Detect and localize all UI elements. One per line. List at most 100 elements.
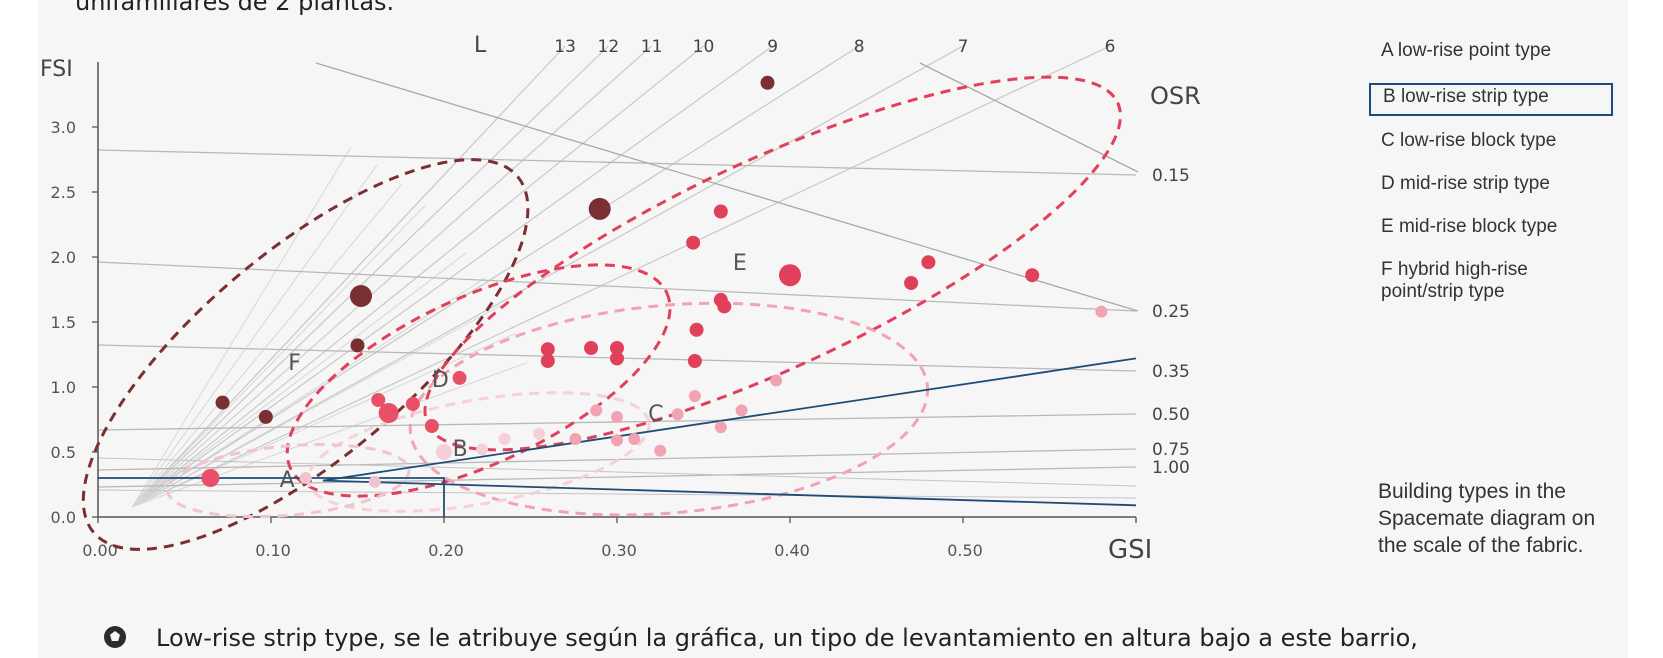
data-point-b [476, 443, 489, 456]
bottom-paragraph: Low-rise strip type, se le atribuye segú… [156, 624, 1418, 652]
l-ray-7 [132, 45, 964, 508]
data-point-e [1025, 268, 1040, 283]
cluster-outline-a [166, 443, 411, 519]
l-ray-8 [132, 45, 860, 508]
data-point-d [452, 370, 467, 385]
data-point-f [258, 409, 273, 424]
x-tick-label: 0.00 [82, 541, 118, 560]
cluster-outline-d [285, 263, 672, 498]
l-ray-minor [132, 252, 468, 507]
top-paragraph: unifamiliares de 2 plantas. [75, 0, 395, 16]
legend-label-a: A low-rise point type [1381, 40, 1552, 61]
data-point-e [904, 276, 919, 290]
y-tick-label: 3.0 [51, 118, 76, 137]
spacemate-chart: 0.0 0.5 1.0 1.5 2.0 2.5 3.0 0.00 0.10 0.20 0.30 0.4… [40, 33, 1201, 565]
data-point-e [540, 354, 555, 368]
osr-line-0.15 [98, 149, 1137, 176]
data-point-c [654, 444, 667, 457]
l-value-label: 8 [854, 37, 865, 57]
osr-value-label: 0.15 [1152, 166, 1190, 186]
x-tick-label: 0.40 [774, 541, 810, 560]
osr-diag-1 [315, 62, 1139, 312]
data-point-f [760, 75, 775, 90]
osr-diag-2 [919, 62, 1139, 173]
osr-value-label: 0.50 [1152, 405, 1190, 425]
x-tick-label: 0.10 [255, 541, 291, 560]
l-ray-13 [132, 45, 566, 508]
osr-value-label: 0.75 [1152, 440, 1190, 460]
l-ray-minor [132, 147, 352, 507]
osr-line-0.25 [98, 261, 1137, 312]
annotation-upper-line [322, 357, 1137, 482]
page-background [38, 0, 1628, 658]
y-tick-label: 2.5 [51, 183, 76, 202]
l-value-label: 13 [554, 37, 576, 57]
data-point-f [349, 285, 372, 307]
data-point-b [436, 444, 452, 460]
data-point-a [299, 472, 312, 484]
data-point-f [350, 338, 365, 353]
data-point-c [688, 390, 701, 403]
l-ray-minor [132, 304, 502, 508]
data-point-e [689, 322, 704, 337]
osr-line-minor [98, 489, 1137, 499]
data-point-b [533, 427, 546, 440]
x-axis-label: GSI [1108, 535, 1152, 565]
data-point-a [368, 475, 381, 488]
l-ray-12 [132, 45, 609, 508]
data-point-d [424, 419, 439, 433]
data-point-d [378, 403, 399, 423]
osr-value-label: 0.35 [1152, 362, 1190, 382]
data-point-e [540, 342, 555, 357]
cluster-label-c: C [648, 402, 663, 427]
data-point-c [770, 374, 783, 387]
osr-line-minor [98, 457, 1137, 487]
y-tick-label: 2.0 [51, 248, 76, 267]
data-point-d [201, 469, 220, 487]
y-tick-label: 0.5 [51, 443, 76, 462]
osr-label: OSR [1150, 82, 1201, 110]
l-ray-9 [132, 45, 774, 508]
annotation-lower-line [322, 479, 1137, 507]
cluster-label-b: B [453, 437, 468, 462]
data-point-e [687, 354, 702, 368]
cluster-label-f: F [288, 351, 301, 376]
y-tick-label: 1.0 [51, 378, 76, 397]
legend-item-c: C low-rise block type [1381, 130, 1621, 173]
l-ray-6 [132, 45, 1111, 508]
data-point-d [405, 396, 420, 411]
data-point-e [610, 351, 624, 366]
l-ray-minor [132, 183, 403, 507]
l-ray-10 [132, 45, 704, 508]
legend-item-f: F hybrid high-rise point/strip type [1381, 259, 1621, 307]
data-point-f [215, 395, 230, 410]
osr-line-1.00 [98, 466, 1137, 488]
l-value-label: 6 [1105, 37, 1116, 57]
data-point-b [498, 433, 511, 445]
data-point-e [779, 264, 801, 287]
data-point-c [611, 434, 623, 447]
data-point-e [686, 235, 701, 250]
cluster-label-a: A [280, 468, 295, 493]
legend-item-a: A low-rise point type [1381, 40, 1621, 83]
l-ray-minor [132, 204, 426, 507]
legend-label-f: F hybrid high-rise point/strip type [1381, 259, 1528, 302]
legend: A low-rise point type B low-rise strip t… [1369, 40, 1621, 307]
data-point-c [590, 404, 603, 417]
data-point-c [569, 433, 582, 445]
cluster-outline-c [408, 301, 930, 517]
l-value-label: 11 [641, 37, 663, 57]
x-tick-label: 0.20 [428, 541, 464, 560]
l-value-label: 9 [767, 37, 778, 57]
l-value-label: 10 [693, 37, 715, 57]
cluster-outline-f [81, 158, 530, 551]
data-point-e [610, 341, 624, 355]
legend-label-b: B low-rise strip type [1383, 86, 1549, 107]
data-point-c [735, 404, 748, 417]
pentagon-bullet-icon [104, 626, 126, 648]
legend-label-e: E mid-rise block type [1381, 216, 1558, 237]
x-tick-label: 0.50 [947, 541, 983, 560]
data-point-f [588, 197, 611, 220]
data-point-c [671, 408, 684, 421]
l-label: L [474, 33, 487, 58]
